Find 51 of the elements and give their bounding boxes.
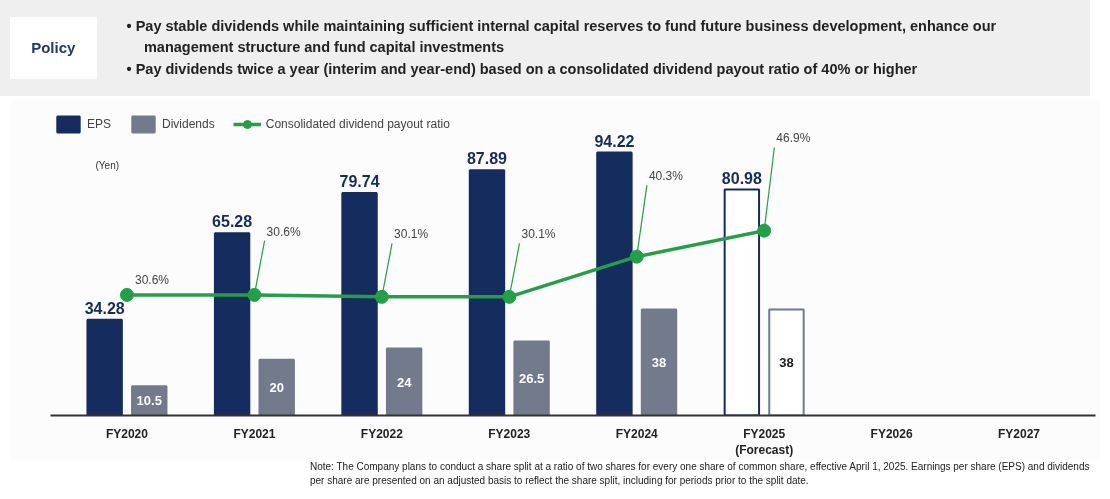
data-label: 38 [779, 354, 794, 370]
chart-title: Policy [10, 17, 97, 79]
data-label: 24 [396, 374, 413, 390]
data-label: 26.5 [518, 371, 545, 387]
legend-label: Consolidated dividend payout ratio [265, 117, 450, 131]
bar [385, 347, 423, 416]
x-tick-label: FY2024 [615, 426, 659, 441]
point [502, 289, 517, 304]
data-label: 30.6% [134, 272, 170, 287]
data-label: 40.3% [648, 169, 684, 184]
data-label: 46.9% [776, 131, 811, 146]
data-label: 34.28 [84, 299, 125, 317]
data-label: 30.6% [266, 224, 301, 239]
data-label: 79.74 [339, 172, 380, 190]
x-tick-label: FY2025 (Forecast) [735, 426, 794, 458]
point [119, 287, 134, 302]
point [247, 287, 262, 302]
y-axis-title: (Yen) [95, 159, 120, 171]
data-label: 20 [269, 380, 284, 396]
data-label: 65.28 [212, 213, 253, 231]
legend-label: Dividends [162, 117, 215, 131]
text: • Pay dividends twice a year (interim and year-end) based on a consolidated dividend payout ratio of 40% or higher [126, 60, 919, 80]
data-label: 38 [651, 354, 667, 370]
bar [513, 340, 550, 416]
text: • Pay stable dividends while maintaining sufficient internal capital reserves to fund future business development, enhance our management structure and fund capital investments [126, 16, 998, 57]
x-tick-label: FY2023 [488, 426, 531, 441]
bar [341, 191, 378, 416]
bar [213, 232, 251, 416]
bar [468, 169, 506, 416]
bar [258, 358, 295, 416]
x-tick-label: FY2020 [105, 426, 149, 441]
data-label: 80.98 [721, 169, 762, 187]
point [629, 249, 644, 264]
bar [86, 318, 123, 416]
bar [768, 308, 805, 416]
data-label: 30.1% [521, 227, 556, 242]
bar [596, 151, 633, 416]
text: Note: The Company plans to conduct a share split at a ratio of two shares for every one share of common share, effective April 1, 2025. Earnings per share (EPS) and dividends per share are presented on an adjusted basis to reflect the share split, including for periods prior to the split date. [310, 460, 1091, 489]
x-tick-label: FY2027 [998, 426, 1041, 441]
bar [640, 308, 678, 416]
data-label: 94.22 [594, 132, 635, 150]
point [374, 289, 389, 304]
data-label: 30.1% [394, 227, 429, 242]
data-label: 10.5 [136, 393, 162, 409]
point [757, 223, 772, 238]
data-label: 87.89 [466, 150, 508, 168]
x-tick-label: FY2022 [360, 426, 404, 441]
x-tick-label: FY2026 [870, 426, 913, 441]
legend-label: EPS [87, 117, 112, 131]
x-tick-label: FY2021 [233, 426, 276, 441]
bar [723, 188, 761, 416]
